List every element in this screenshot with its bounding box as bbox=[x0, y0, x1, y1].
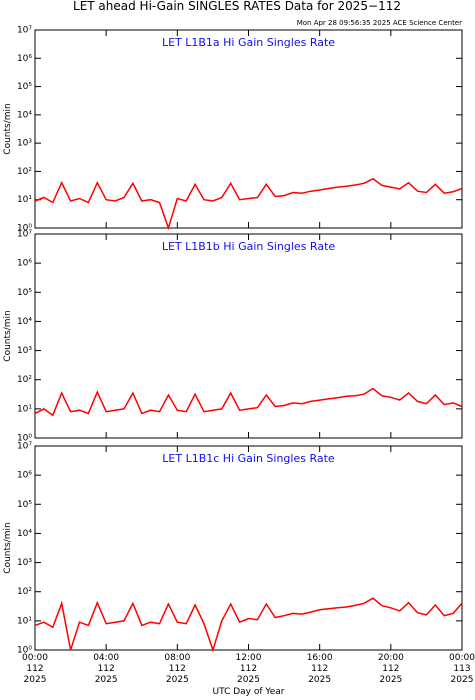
x-tick-label-line: 112 bbox=[311, 664, 328, 674]
y-tick-label: 10⁰ bbox=[17, 224, 32, 234]
x-tick-label-line: 00:00 bbox=[22, 653, 48, 663]
y-axis-label: Counts/min bbox=[3, 522, 13, 573]
panel-title: LET L1B1c Hi Gain Singles Rate bbox=[162, 452, 335, 465]
x-tick-label-line: 08:00 bbox=[164, 653, 190, 663]
y-tick-label: 10³ bbox=[17, 346, 32, 356]
chart-title: LET ahead Hi-Gain SINGLES RATES Data for… bbox=[73, 0, 401, 13]
x-tick-label: 00:00 113 2025 bbox=[449, 653, 475, 685]
y-tick-label: 10⁷ bbox=[17, 442, 32, 452]
x-tick-label: 16:00 112 2025 bbox=[307, 653, 333, 685]
y-tick-label: 10⁷ bbox=[17, 26, 32, 36]
x-tick-label-line: 2025 bbox=[308, 675, 331, 685]
x-tick-label-line: 112 bbox=[169, 664, 186, 674]
x-tick-label-line: 112 bbox=[98, 664, 115, 674]
x-tick-label-line: 00:00 bbox=[449, 653, 475, 663]
x-tick-label-line: 12:00 bbox=[236, 653, 262, 663]
y-tick-label: 10³ bbox=[17, 558, 32, 568]
x-tick-label-line: 112 bbox=[26, 664, 43, 674]
plot-frame bbox=[34, 445, 463, 651]
x-tick-label-line: 20:00 bbox=[378, 653, 404, 663]
data-line bbox=[34, 387, 463, 417]
y-tick-label: 10¹ bbox=[17, 404, 32, 414]
x-tick-label-line: 112 bbox=[240, 664, 257, 674]
x-tick-label: 00:00 112 2025 bbox=[22, 653, 48, 685]
x-tick-label-line: 2025 bbox=[237, 675, 260, 685]
y-tick-label: 10⁴ bbox=[17, 529, 32, 539]
y-tick-label: 10⁷ bbox=[17, 230, 32, 240]
data-line bbox=[34, 177, 463, 231]
y-tick-label: 10⁴ bbox=[17, 110, 32, 120]
x-tick-label: 08:00 112 2025 bbox=[164, 653, 190, 685]
y-tick-label: 10⁶ bbox=[17, 54, 32, 64]
y-tick-label: 10² bbox=[17, 587, 32, 597]
x-tick-label: 20:00 112 2025 bbox=[378, 653, 404, 685]
y-tick-label: 10⁵ bbox=[17, 500, 32, 510]
x-tick-label-line: 2025 bbox=[379, 675, 402, 685]
data-line bbox=[34, 597, 463, 653]
x-tick-label-line: 16:00 bbox=[307, 653, 333, 663]
y-axis-label: Counts/min bbox=[3, 103, 13, 154]
y-tick-label: 10⁵ bbox=[17, 82, 32, 92]
y-tick-label: 10² bbox=[17, 375, 32, 385]
y-axis-label: Counts/min bbox=[3, 310, 13, 361]
y-tick-label: 10³ bbox=[17, 139, 32, 149]
x-tick-label-line: 2025 bbox=[24, 675, 47, 685]
y-tick-label: 10¹ bbox=[17, 195, 32, 205]
y-tick-label: 10¹ bbox=[17, 616, 32, 626]
y-tick-label: 10⁰ bbox=[17, 646, 32, 656]
panel-title: LET L1B1a Hi Gain Singles Rate bbox=[162, 36, 335, 49]
x-tick-label-line: 2025 bbox=[95, 675, 118, 685]
y-tick-label: 10⁰ bbox=[17, 434, 32, 444]
y-tick-label: 10⁶ bbox=[17, 471, 32, 481]
x-tick-label-line: 2025 bbox=[166, 675, 189, 685]
x-tick-label: 12:00 112 2025 bbox=[236, 653, 262, 685]
x-axis-label: UTC Day of Year bbox=[213, 687, 285, 697]
plot-frame bbox=[34, 233, 463, 439]
x-tick-label-line: 113 bbox=[453, 664, 470, 674]
x-tick-label-line: 112 bbox=[382, 664, 399, 674]
x-tick-label-line: 04:00 bbox=[93, 653, 119, 663]
y-tick-label: 10⁴ bbox=[17, 317, 32, 327]
y-tick-label: 10⁶ bbox=[17, 259, 32, 269]
y-tick-label: 10² bbox=[17, 167, 32, 177]
panel-title: LET L1B1b Hi Gain Singles Rate bbox=[162, 240, 336, 253]
x-tick-label-line: 2025 bbox=[451, 675, 474, 685]
y-tick-label: 10⁵ bbox=[17, 288, 32, 298]
x-tick-label: 04:00 112 2025 bbox=[93, 653, 119, 685]
chart-subtitle: Mon Apr 28 09:56:35 2025 ACE Science Cen… bbox=[297, 19, 462, 27]
